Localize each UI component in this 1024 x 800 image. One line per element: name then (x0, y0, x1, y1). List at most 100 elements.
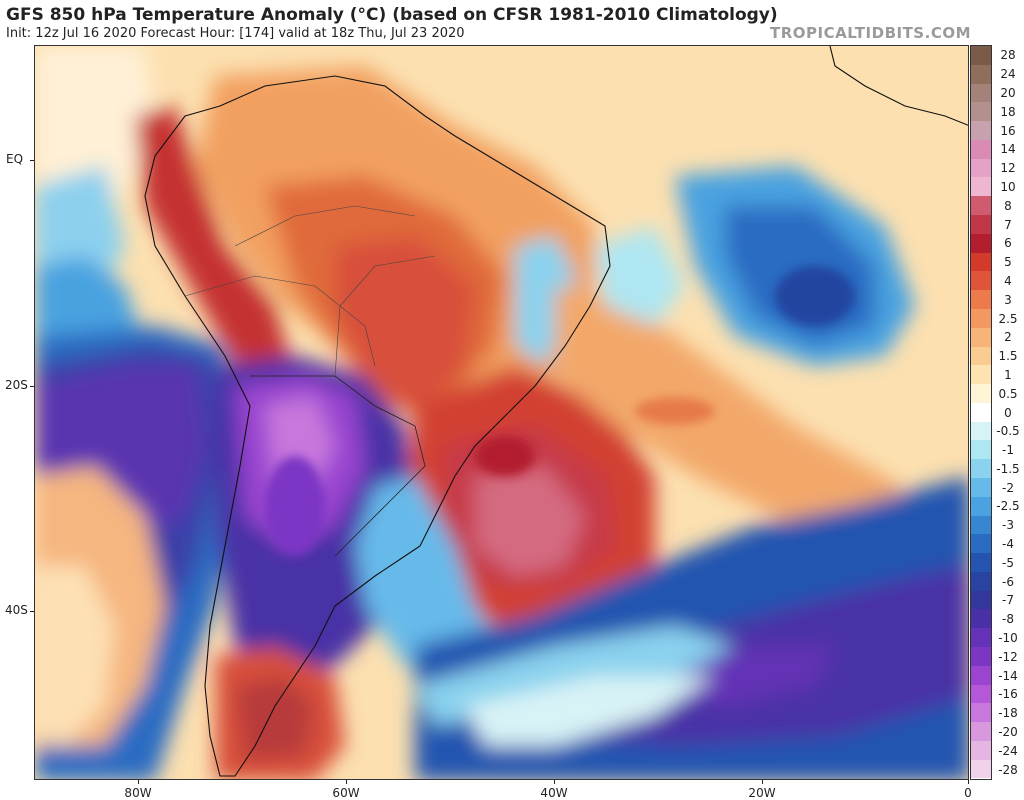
colorbar-segment (971, 271, 991, 291)
colorbar-segment (971, 346, 991, 366)
x-tick-label: 40W (540, 786, 568, 800)
colorbar-segment (971, 308, 991, 328)
colorbar-segment (971, 722, 991, 741)
anomaly-map (34, 45, 969, 780)
colorbar-label: 14 (1000, 142, 1016, 157)
colorbar-segment (971, 647, 991, 666)
colorbar-label: -7 (1002, 593, 1014, 608)
colorbar-label: 1.5 (998, 349, 1018, 364)
colorbar-label: 20 (1000, 85, 1016, 100)
colorbar-segment (971, 703, 991, 723)
colorbar-label: 1 (1004, 367, 1012, 382)
y-tick-label: 20S (5, 378, 28, 392)
colorbar-segment (971, 64, 991, 84)
colorbar-label: -28 (998, 762, 1018, 777)
colorbar-segment (971, 233, 991, 253)
colorbar-label: -2.5 (996, 499, 1020, 514)
colorbar-label: -14 (998, 668, 1018, 683)
colorbar-label: 3 (1004, 292, 1012, 307)
x-tick-label: 20W (748, 786, 776, 800)
colorbar-segment (971, 139, 991, 159)
colorbar-label: -6 (1002, 574, 1014, 589)
colorbar-segment (971, 759, 991, 779)
colorbar-segment (971, 365, 991, 385)
colorbar-label: -2 (1002, 480, 1014, 495)
x-tick-label: 60W (332, 786, 360, 800)
colorbar-segment (971, 46, 991, 65)
colorbar-label: 0 (1004, 405, 1012, 420)
x-tick-mark (554, 780, 555, 784)
colorbar-segment (971, 252, 991, 272)
colorbar-label: -4 (1002, 537, 1014, 552)
colorbar-segment (971, 477, 991, 497)
colorbar-label: 2 (1004, 330, 1012, 345)
forecast-info: Init: 12z Jul 16 2020 Forecast Hour: [17… (6, 26, 465, 41)
y-tick-label: 40S (5, 603, 28, 617)
colorbar-label: 8 (1004, 198, 1012, 213)
colorbar-label: -3 (1002, 518, 1014, 533)
colorbar-label: -16 (998, 687, 1018, 702)
colorbar-label: -1.5 (996, 461, 1020, 476)
colorbar-label: -0.5 (996, 424, 1020, 439)
colorbar-segment (971, 459, 991, 478)
colorbar-label: -24 (998, 743, 1018, 758)
colorbar-label: -20 (998, 725, 1018, 739)
colorbar-label: 7 (1004, 217, 1012, 232)
colorbar-segment (971, 196, 991, 216)
colorbar-label: 24 (1000, 67, 1016, 82)
colorbar-segment (971, 496, 991, 516)
colorbar-segment (971, 553, 991, 572)
map-title: GFS 850 hPa Temperature Anomaly (°C) (ba… (6, 5, 778, 25)
x-tick-mark (346, 780, 347, 784)
colorbar-label: -8 (1002, 612, 1014, 627)
colorbar-label: -1 (1002, 443, 1014, 458)
colorbar-segment (971, 740, 991, 760)
colorbar (970, 45, 992, 780)
colorbar-label: 4 (1004, 273, 1012, 288)
colorbar-label: 16 (1000, 123, 1016, 138)
colorbar-label: 5 (1004, 255, 1012, 270)
y-tick-mark (30, 160, 34, 161)
y-tick-mark (30, 611, 34, 612)
colorbar-segment (971, 83, 991, 103)
x-tick-label: 0 (964, 786, 972, 800)
y-tick-mark (30, 386, 34, 387)
colorbar-label: 6 (1004, 236, 1012, 251)
colorbar-segment (971, 102, 991, 122)
anomaly-field-drawing (35, 46, 968, 779)
colorbar-segment (971, 402, 991, 422)
colorbar-label: -12 (998, 649, 1018, 664)
colorbar-segment (971, 534, 991, 554)
colorbar-label: 18 (1000, 104, 1016, 119)
colorbar-segment (971, 121, 991, 140)
colorbar-segment (971, 290, 991, 309)
colorbar-segment (971, 515, 991, 535)
colorbar-label: 28 (1000, 48, 1016, 63)
x-tick-mark (138, 780, 139, 784)
colorbar-segment (971, 158, 991, 178)
colorbar-label: 12 (1000, 161, 1016, 176)
colorbar-segment (971, 384, 991, 403)
colorbar-segment (971, 571, 991, 591)
x-tick-label: 80W (124, 786, 152, 800)
colorbar-segment (971, 665, 991, 685)
colorbar-label: -5 (1002, 555, 1014, 570)
colorbar-segment (971, 684, 991, 704)
colorbar-segment (971, 215, 991, 234)
colorbar-segment (971, 440, 991, 460)
colorbar-segment (971, 177, 991, 197)
colorbar-label: 10 (1000, 179, 1016, 194)
colorbar-label: -10 (998, 631, 1018, 646)
source-watermark: TROPICALTIDBITS.COM (770, 24, 971, 42)
colorbar-label: -18 (998, 706, 1018, 721)
colorbar-label: 0.5 (998, 386, 1018, 401)
x-tick-mark (762, 780, 763, 784)
colorbar-segment (971, 327, 991, 347)
colorbar-segment (971, 590, 991, 610)
colorbar-label: 2.5 (998, 311, 1018, 326)
colorbar-segment (971, 609, 991, 629)
colorbar-segment (971, 421, 991, 441)
x-tick-mark (968, 780, 969, 784)
colorbar-segment (971, 628, 991, 647)
y-tick-label: EQ (6, 152, 24, 166)
